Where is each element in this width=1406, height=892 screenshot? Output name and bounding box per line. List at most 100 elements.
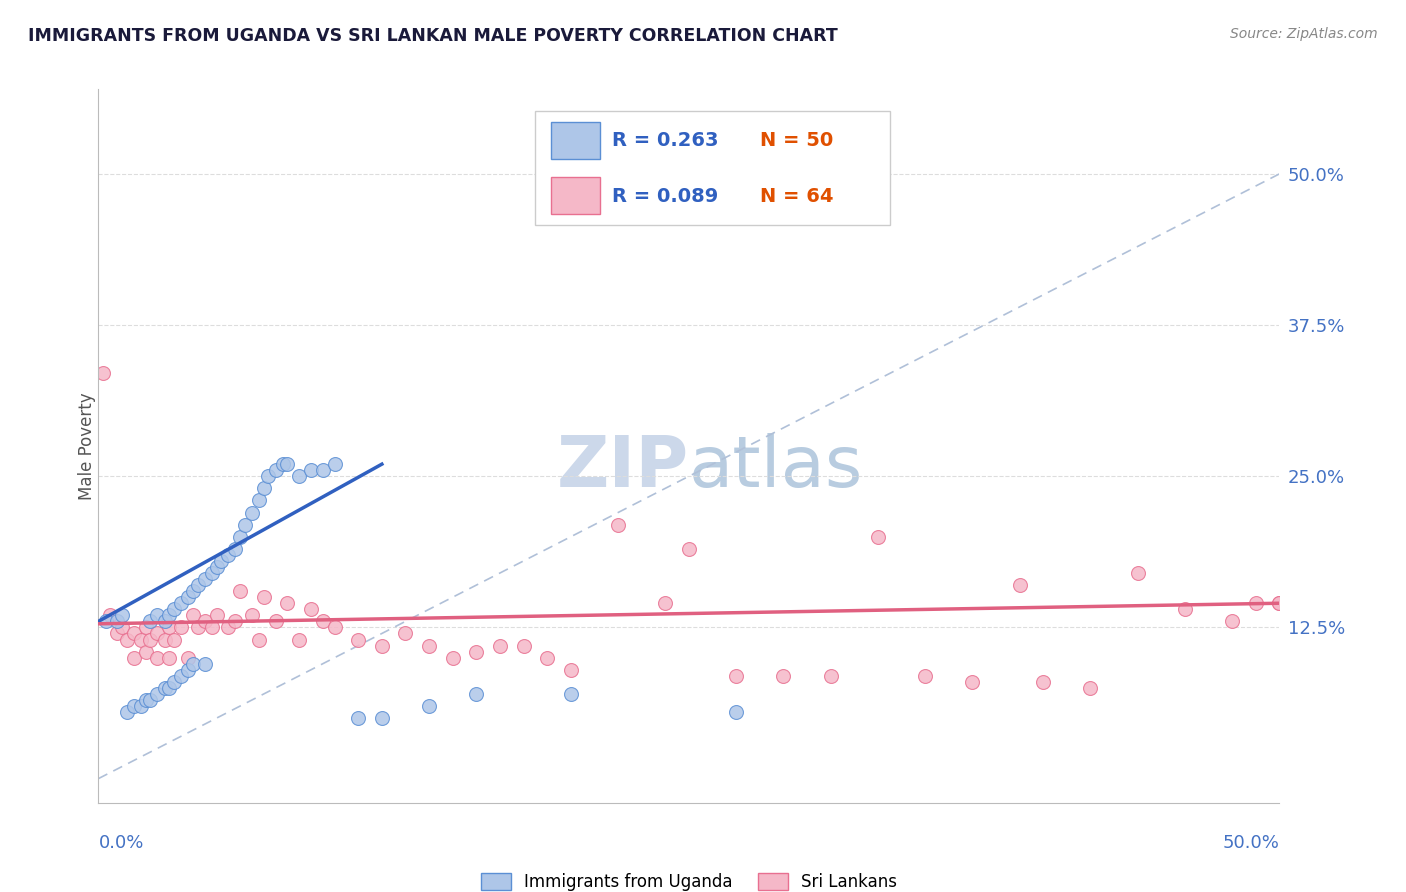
Point <box>465 687 488 701</box>
Point <box>194 657 217 671</box>
Point <box>323 457 346 471</box>
Point <box>170 669 193 683</box>
Point <box>240 608 263 623</box>
Point <box>240 506 263 520</box>
Point <box>489 639 512 653</box>
Point <box>91 367 114 381</box>
Point <box>253 481 276 495</box>
Legend: Immigrants from Uganda, Sri Lankans: Immigrants from Uganda, Sri Lankans <box>481 872 897 891</box>
Point <box>135 620 157 634</box>
Point <box>157 620 180 634</box>
FancyBboxPatch shape <box>551 177 600 214</box>
Point <box>129 699 152 714</box>
Point <box>271 457 294 471</box>
Point <box>157 650 180 665</box>
Point <box>163 674 186 689</box>
Point <box>725 705 748 719</box>
Point <box>181 608 204 623</box>
Point <box>276 596 298 610</box>
Point <box>122 699 145 714</box>
Point <box>139 632 162 647</box>
Point <box>1268 596 1291 610</box>
Point <box>187 578 209 592</box>
Point <box>678 541 700 556</box>
Point <box>135 693 157 707</box>
Text: 0.0%: 0.0% <box>98 834 143 852</box>
Point <box>288 469 311 483</box>
Point <box>170 596 193 610</box>
Point <box>146 687 169 701</box>
Point <box>205 608 228 623</box>
Point <box>1126 566 1149 580</box>
Point <box>163 602 186 616</box>
Point <box>98 608 121 623</box>
Point <box>205 560 228 574</box>
Point <box>201 620 224 634</box>
Point <box>217 620 239 634</box>
Point <box>105 626 128 640</box>
Point <box>1080 681 1102 695</box>
Point <box>371 711 394 725</box>
Point <box>299 463 322 477</box>
Point <box>229 530 252 544</box>
Point <box>264 615 287 629</box>
Point <box>914 669 936 683</box>
Text: R = 0.263: R = 0.263 <box>612 131 718 150</box>
Point <box>725 669 748 683</box>
Point <box>181 584 204 599</box>
Point <box>139 615 162 629</box>
Point <box>153 632 176 647</box>
Text: Source: ZipAtlas.com: Source: ZipAtlas.com <box>1230 27 1378 41</box>
Point <box>1032 674 1054 689</box>
Point <box>536 650 558 665</box>
Point <box>122 650 145 665</box>
Point <box>560 663 582 677</box>
Point <box>129 632 152 647</box>
Point <box>299 602 322 616</box>
Y-axis label: Male Poverty: Male Poverty <box>79 392 96 500</box>
Point <box>820 669 842 683</box>
Point <box>139 693 162 707</box>
Point <box>1244 596 1267 610</box>
Point <box>866 530 889 544</box>
Point <box>1268 596 1291 610</box>
Point <box>146 608 169 623</box>
Point <box>201 566 224 580</box>
Point <box>194 572 217 586</box>
Point <box>157 681 180 695</box>
Point <box>312 615 335 629</box>
Point <box>146 626 169 640</box>
Point <box>654 596 676 610</box>
Point <box>323 620 346 634</box>
Point <box>247 632 270 647</box>
Text: atlas: atlas <box>689 433 863 502</box>
Point <box>347 711 370 725</box>
Point <box>1008 578 1031 592</box>
Point <box>153 615 176 629</box>
Point <box>512 639 534 653</box>
Point <box>177 650 200 665</box>
Point <box>163 632 186 647</box>
Text: ZIP: ZIP <box>557 433 689 502</box>
Point <box>224 615 246 629</box>
Point <box>962 674 984 689</box>
Point <box>209 554 232 568</box>
Point <box>276 457 298 471</box>
Point <box>153 681 176 695</box>
Point <box>247 493 270 508</box>
Point <box>264 463 287 477</box>
Point <box>187 620 209 634</box>
Point <box>94 615 117 629</box>
Point <box>177 590 200 604</box>
FancyBboxPatch shape <box>536 111 890 225</box>
Point <box>157 608 180 623</box>
Point <box>560 687 582 701</box>
Point <box>394 626 416 640</box>
Point <box>170 620 193 634</box>
Point <box>115 705 138 719</box>
Point <box>288 632 311 647</box>
Point <box>229 584 252 599</box>
Point <box>607 517 630 532</box>
Point <box>772 669 794 683</box>
Point <box>233 517 256 532</box>
